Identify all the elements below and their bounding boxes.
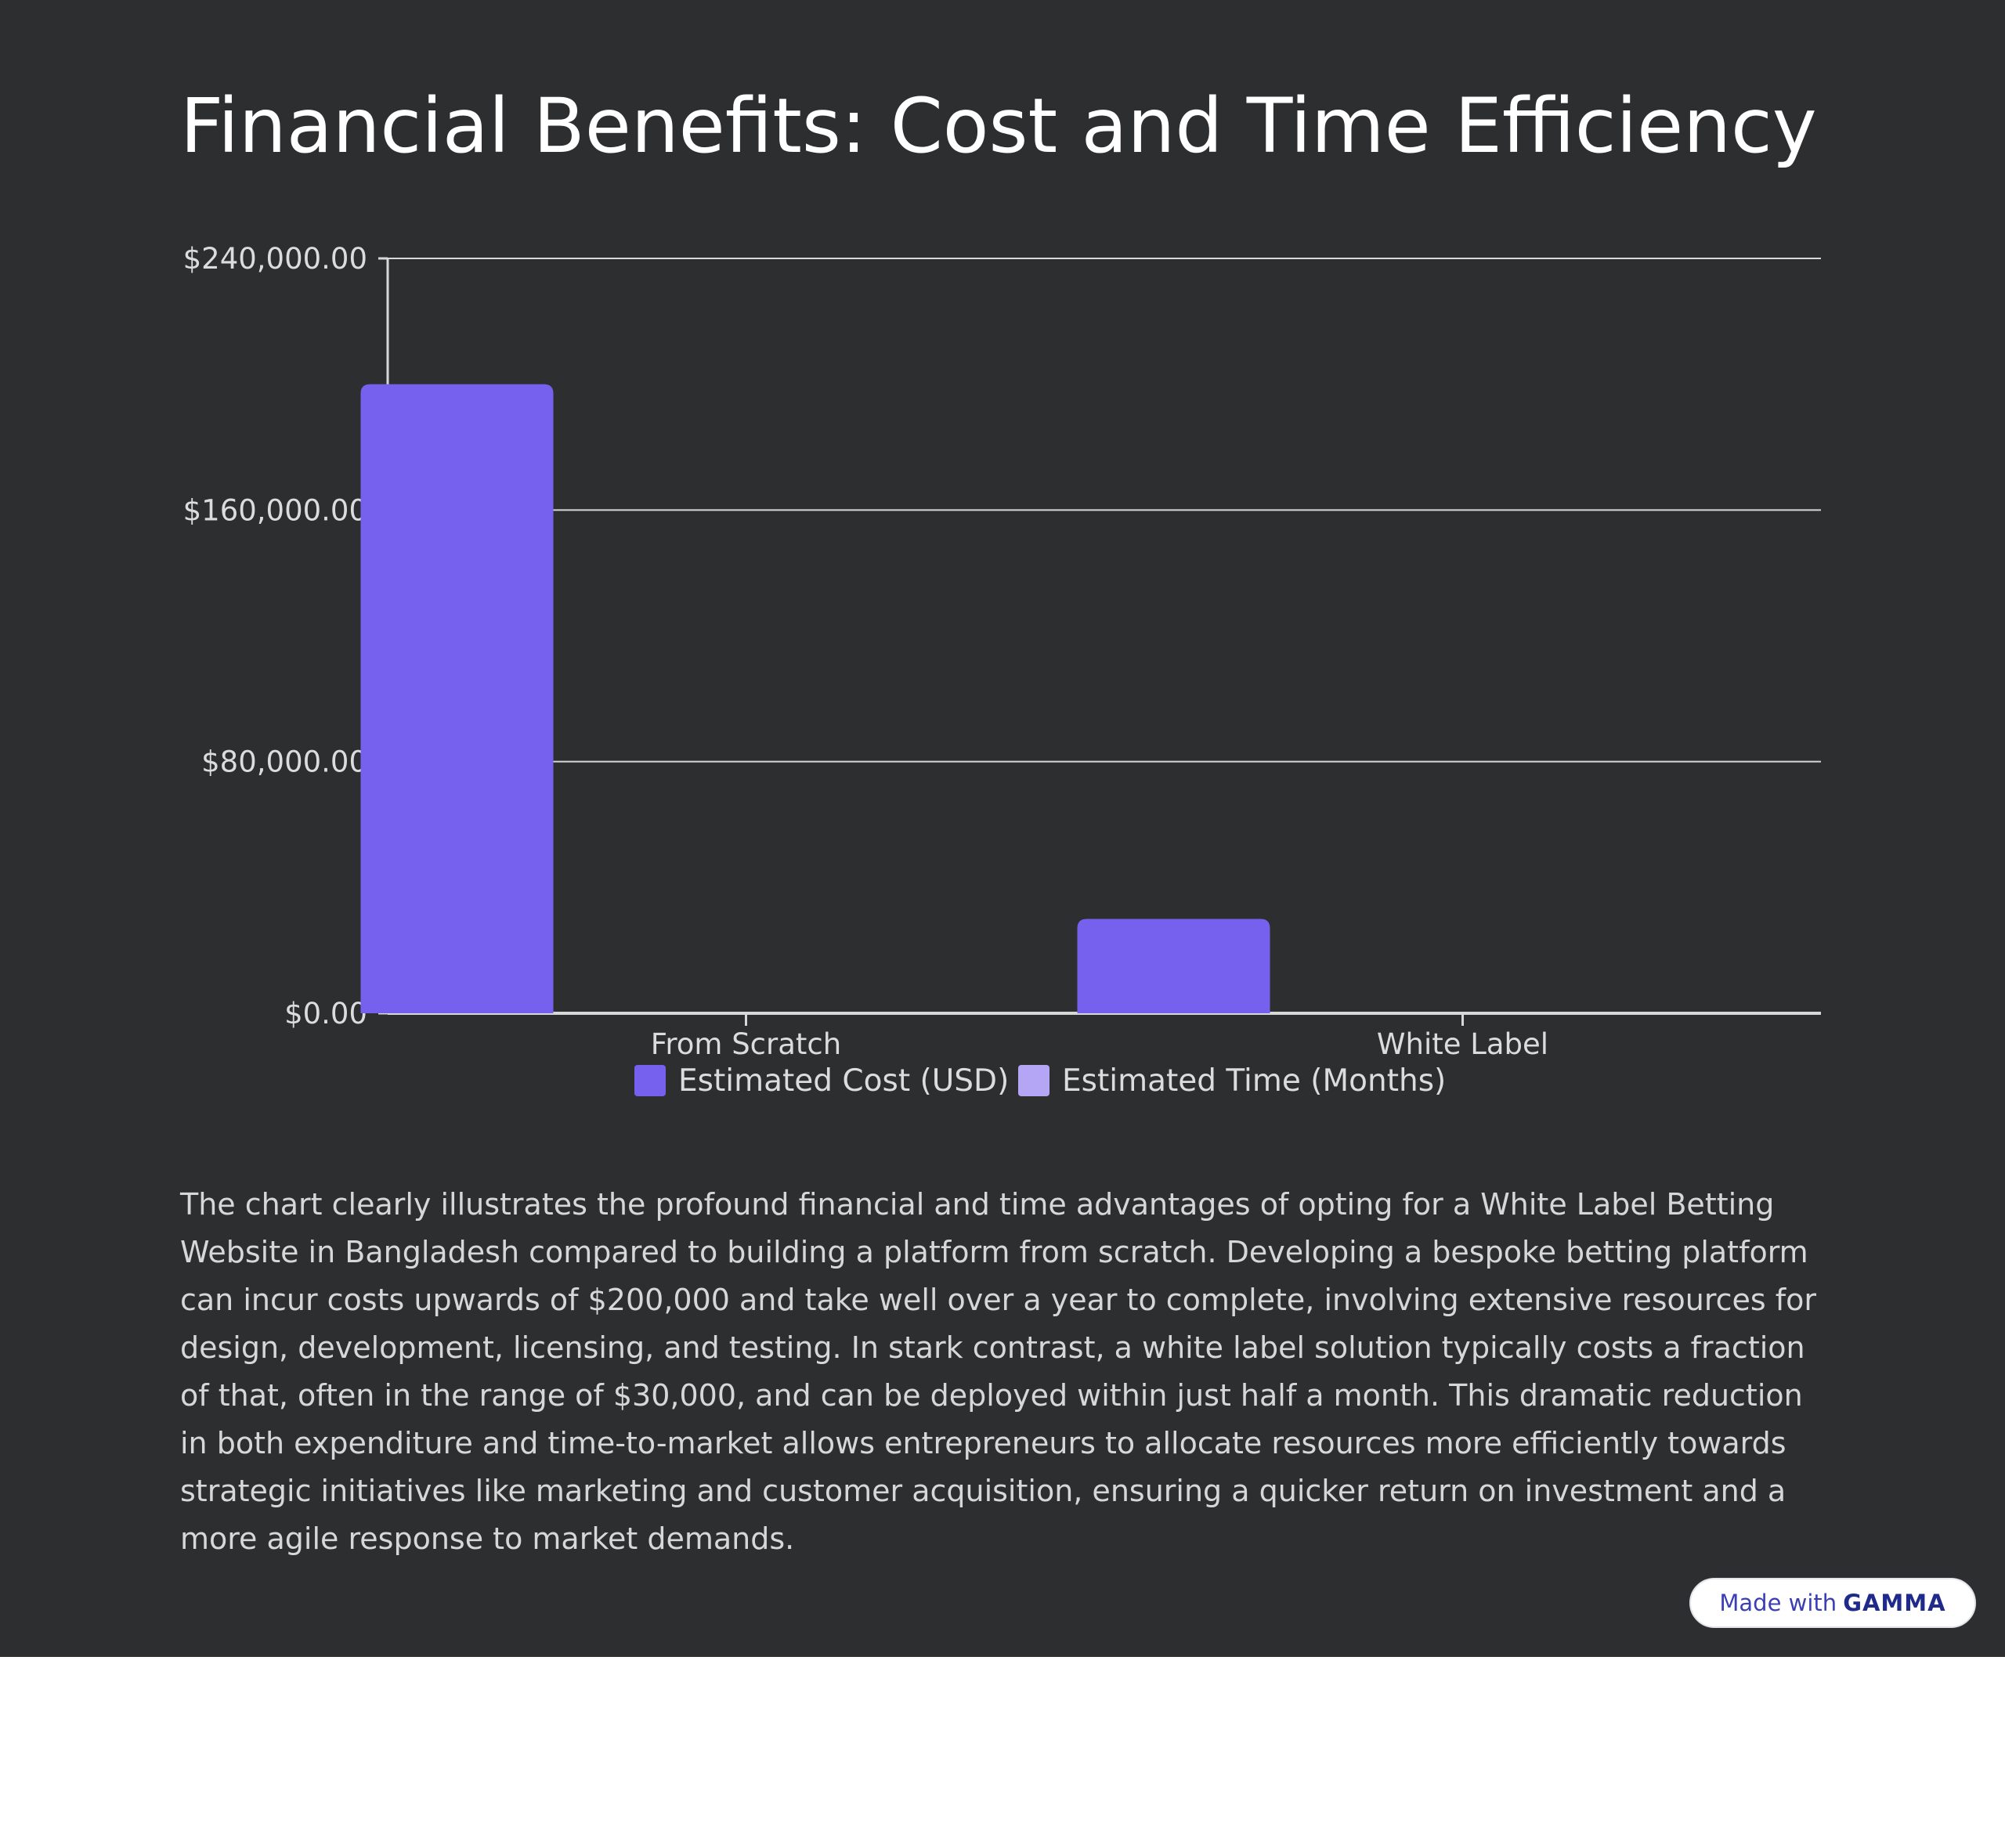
legend-swatch-1 <box>1018 1065 1049 1096</box>
slide: Financial Benefits: Cost and Time Effici… <box>0 0 2005 1657</box>
slide-title: Financial Benefits: Cost and Time Effici… <box>180 82 1817 170</box>
x-tick-label-0: From Scratch <box>651 1027 841 1061</box>
legend-swatch-0 <box>634 1065 666 1096</box>
y-tick-label-0: $0.00 <box>284 997 367 1030</box>
badge-prefix: Made with <box>1719 1590 1837 1616</box>
chart-description: The chart clearly illustrates the profou… <box>180 1187 1817 1556</box>
legend-label-1: Estimated Time (Months) <box>1062 1063 1446 1099</box>
legend-label-0: Estimated Cost (USD) <box>678 1063 1009 1099</box>
bar-chart: $0.00 $80,000.00 $160,000.00 $240,000.00 Fro… <box>183 242 1821 1099</box>
bar-0-0 <box>360 384 554 1014</box>
bar-0-1 <box>1077 919 1270 1013</box>
x-tick-label-1: White Label <box>1377 1027 1548 1061</box>
gamma-logo: GAMMA <box>1843 1590 1946 1616</box>
y-tick-label-1: $80,000.00 <box>201 745 367 779</box>
made-with-gamma-badge[interactable]: Made with GAMMA <box>1689 1578 1976 1628</box>
y-tick-label-2: $160,000.00 <box>183 493 367 527</box>
y-tick-label-3: $240,000.00 <box>183 242 367 276</box>
